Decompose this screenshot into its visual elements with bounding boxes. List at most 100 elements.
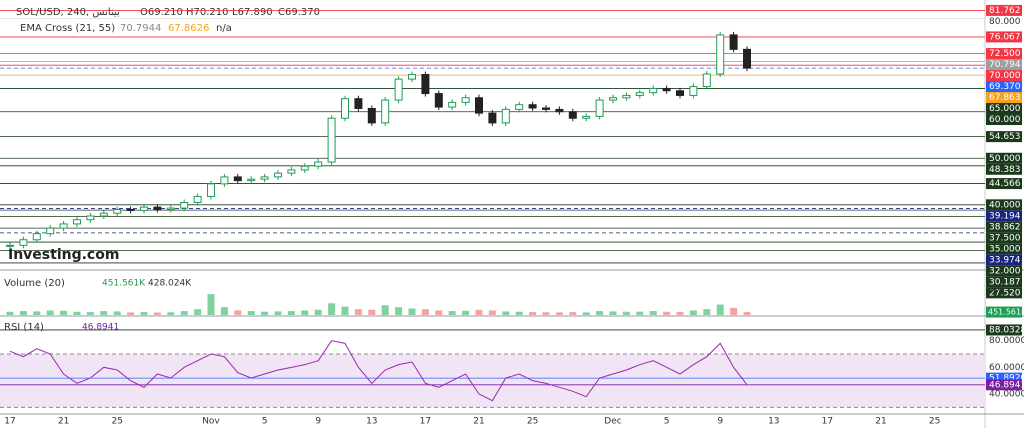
x-tick-label: 17: [420, 417, 431, 427]
candle: [354, 98, 363, 109]
candle: [662, 87, 671, 92]
price-label: 33.974: [989, 255, 1021, 265]
rsi-level-label: 88.0328: [989, 325, 1024, 335]
volume-bar: [274, 311, 282, 315]
volume-bar: [381, 305, 389, 315]
volume-bar: [207, 294, 215, 315]
candle: [649, 87, 658, 94]
candle: [488, 112, 497, 124]
candle: [408, 73, 416, 80]
volume-title[interactable]: Volume (20): [4, 278, 65, 289]
volume-bar: [395, 307, 403, 315]
price-label-bg: [986, 48, 1022, 60]
candle: [19, 239, 28, 246]
volume-bar: [261, 311, 269, 315]
price-label: 70.000: [989, 71, 1021, 81]
candle: [421, 73, 430, 95]
price-label: 76.067: [989, 32, 1021, 42]
volume-bar: [167, 312, 175, 315]
volume-bar: [622, 311, 630, 315]
candle: [434, 93, 443, 108]
x-tick-label: 5: [262, 417, 268, 427]
x-tick-label: 9: [717, 417, 723, 427]
ema-value: 70.7944: [120, 23, 161, 34]
candle: [635, 92, 644, 96]
volume-bar: [555, 312, 563, 315]
volume-bar: [180, 311, 188, 315]
volume-bar: [448, 311, 456, 315]
candle: [515, 104, 524, 110]
volume-bar: [689, 310, 697, 315]
volume-bar: [6, 311, 14, 315]
price-label: 60.000: [989, 115, 1021, 125]
ohlc-value: C69.370: [278, 7, 320, 18]
price-label-bg: [986, 31, 1022, 43]
volume-bar: [86, 312, 94, 315]
candle: [113, 208, 122, 214]
volume-bar: [314, 309, 322, 315]
price-label-bg: [986, 131, 1022, 143]
candle: [702, 73, 711, 88]
price-label: 44.566: [989, 179, 1021, 189]
ema-value: n/a: [216, 23, 232, 34]
candle: [381, 99, 390, 124]
volume-bar: [609, 311, 617, 315]
ema-name[interactable]: EMA Cross (21, 55): [20, 23, 115, 34]
volume-value: 451.561K: [102, 279, 146, 289]
x-tick-label: 25: [527, 417, 538, 427]
x-tick-label: 25: [111, 417, 122, 427]
rsi-level-label-bg: [986, 379, 1022, 391]
volume-bar: [542, 312, 550, 315]
rsi-tick-label: 60.0000: [989, 363, 1024, 373]
candle: [207, 183, 215, 197]
header: SOL/USD, 240, بينانس EMA Cross (21, 55) …: [4, 7, 192, 333]
price-label: 30.187: [989, 277, 1021, 287]
volume-last-bg: [986, 306, 1022, 318]
price-label-bg: [986, 178, 1022, 190]
price-label: 54.653: [989, 132, 1021, 142]
ohlc-value: O69.210: [140, 7, 183, 18]
price-label: 38.862: [989, 222, 1021, 232]
watermark: Investing.com: [8, 247, 119, 263]
symbol[interactable]: SOL/USD, 240, بينانس: [16, 7, 120, 18]
content: O69.210 H70.210 L67.890 C69.370 70.7944 67.86…: [0, 4, 1024, 427]
candle: [341, 98, 349, 119]
price-label-bg: [986, 221, 1022, 233]
volume-bar: [596, 311, 604, 315]
volume-bar: [301, 310, 309, 315]
candle: [367, 107, 376, 124]
volume-bar: [515, 311, 523, 315]
volume-bar: [475, 309, 483, 315]
x-tick-label: Nov: [202, 417, 220, 427]
price-label-bg: [986, 265, 1022, 277]
candle: [233, 176, 242, 182]
rsi-title[interactable]: RSI (14): [4, 322, 44, 333]
candle: [582, 115, 591, 119]
volume-bar: [328, 303, 336, 315]
volume-bar: [234, 310, 242, 315]
volume-bar: [529, 312, 537, 315]
volume-bar: [488, 310, 496, 315]
volume-bar: [716, 304, 724, 315]
price-label: 67.863: [989, 93, 1021, 103]
rsi-tick-label: 80.0000: [989, 336, 1024, 346]
x-tick-label: 13: [366, 417, 377, 427]
candle: [528, 104, 537, 109]
price-label-bg: [986, 287, 1022, 299]
candle: [461, 97, 470, 103]
x-tick-label: 21: [875, 417, 886, 427]
candle: [32, 233, 41, 241]
price-label: 70.794: [989, 60, 1021, 70]
volume-bar: [676, 311, 684, 315]
price-label-bg: [986, 210, 1022, 222]
volume-ma-value: 428.024K: [148, 279, 192, 289]
x-tick-label: 13: [768, 417, 779, 427]
rsi-value: 46.8941: [82, 323, 119, 333]
price-label-bg: [986, 152, 1022, 164]
x-tick-label: Dec: [604, 417, 621, 427]
volume-bar: [220, 307, 228, 315]
volume-bar: [247, 311, 255, 315]
candle: [676, 90, 684, 96]
candle: [220, 176, 229, 185]
